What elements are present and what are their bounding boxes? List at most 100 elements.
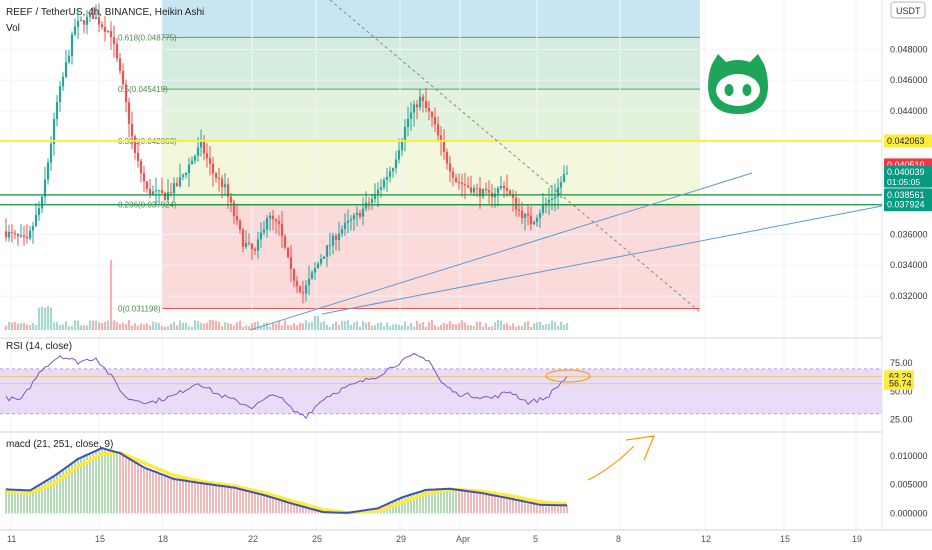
volume-bar <box>313 316 317 330</box>
candle-body <box>424 101 428 108</box>
candle-body <box>205 153 209 159</box>
candle-body <box>382 179 386 188</box>
candle-body <box>52 118 56 144</box>
volume-bar <box>403 321 407 330</box>
candle-body <box>25 236 29 239</box>
time-axis-tick: 5 <box>533 534 538 544</box>
candle-body <box>103 26 107 32</box>
candle-body <box>298 286 302 293</box>
candle-body <box>511 194 515 198</box>
candle-body <box>112 37 116 44</box>
candle-body <box>232 202 236 217</box>
volume-bar <box>256 321 260 330</box>
volume-bar <box>271 322 275 330</box>
volume-bar <box>304 320 308 330</box>
candle-body <box>430 111 434 118</box>
volume-bar <box>175 325 179 330</box>
candle-body <box>340 229 344 234</box>
price-axis-tick: 0.036000 <box>890 229 928 239</box>
volume-bar <box>265 322 269 330</box>
candle-body <box>547 199 551 204</box>
price-badge-value: 0.042063 <box>887 136 925 146</box>
volume-bar <box>94 320 98 330</box>
volume-bar <box>472 326 476 330</box>
candle-body <box>451 171 455 178</box>
volume-bar <box>106 320 110 330</box>
volume-bar <box>415 320 419 330</box>
volume-bar <box>49 307 53 330</box>
candle-body <box>37 208 41 216</box>
candle-body <box>481 189 485 197</box>
candle-body <box>469 187 473 193</box>
volume-bar <box>250 322 254 330</box>
price-axis-tick: 0.034000 <box>890 260 928 270</box>
candle-body <box>385 176 389 180</box>
candle-body <box>394 159 398 169</box>
price-badge-value: 0.037924 <box>887 200 925 210</box>
candle-body <box>166 192 170 200</box>
candle-body <box>484 189 488 191</box>
candle-body <box>187 164 191 174</box>
volume-bar <box>229 323 233 330</box>
volume-bar <box>424 326 428 330</box>
candle-body <box>160 190 164 193</box>
time-axis-tick: 15 <box>780 534 790 544</box>
volume-bar <box>37 307 41 330</box>
candle-body <box>196 147 200 156</box>
candle-body <box>220 178 224 187</box>
time-axis-tick: 15 <box>95 534 105 544</box>
volume-bar <box>16 323 20 330</box>
candle-body <box>475 187 479 189</box>
candle-body <box>184 173 188 175</box>
candle-body <box>130 123 134 137</box>
candle-body <box>244 243 248 247</box>
volume-bar <box>220 326 224 330</box>
candle-body <box>463 184 467 186</box>
fib-zone <box>162 0 700 38</box>
volume-bar <box>157 322 161 330</box>
candle-body <box>499 186 503 189</box>
volume-bar <box>79 325 83 330</box>
volume-bar <box>349 324 353 330</box>
volume-bar <box>361 321 365 330</box>
volume-bar <box>4 325 8 330</box>
candle-body <box>502 186 506 189</box>
candle-body <box>61 76 65 87</box>
candle-body <box>226 184 230 197</box>
price-badge <box>884 198 932 212</box>
candle-body <box>82 20 86 25</box>
candle-body <box>322 256 326 259</box>
candle-body <box>109 30 113 38</box>
volume-bar <box>448 321 452 330</box>
volume-bar <box>358 326 362 330</box>
logo-face <box>716 74 760 106</box>
currency-button[interactable] <box>890 1 926 19</box>
macd-axis-tick: 0.010000 <box>890 451 928 461</box>
candle-body <box>223 184 227 187</box>
candle-body <box>517 209 521 211</box>
volume-bar <box>340 320 344 330</box>
candle-body <box>406 118 410 127</box>
rsi-label: RSI (14, close) <box>6 341 72 352</box>
candle-body <box>58 86 62 103</box>
volume-bar <box>277 321 281 330</box>
candle-body <box>169 192 173 194</box>
candle-body <box>49 143 53 163</box>
price-badge-value: 0.038561 <box>887 190 925 200</box>
volume-bar <box>241 326 245 330</box>
volume-bar <box>13 322 17 330</box>
volume-bar <box>193 320 197 330</box>
volume-bar <box>148 325 152 330</box>
candle-body <box>148 188 152 195</box>
volume-bar <box>280 325 284 330</box>
macd-signal-line <box>5 450 568 515</box>
volume-bar <box>307 322 311 330</box>
candle-body <box>202 140 206 154</box>
volume-bar <box>322 321 326 330</box>
volume-bar <box>538 321 542 330</box>
price-badge <box>884 134 932 148</box>
price-badge-value: 0.040039 <box>887 167 925 177</box>
volume-bar <box>163 326 167 330</box>
volume-bar <box>217 321 221 330</box>
